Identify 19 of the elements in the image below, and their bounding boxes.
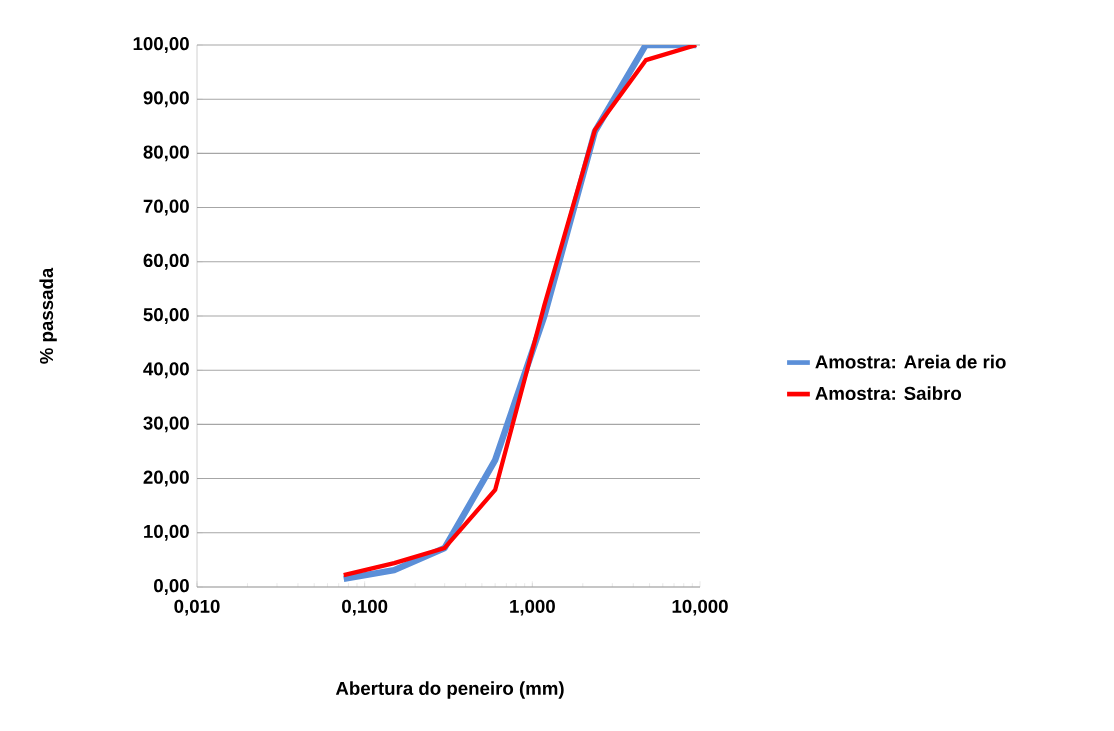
y-tick-label: 80,00	[143, 145, 189, 162]
y-tick-label: 40,00	[143, 362, 189, 379]
y-tick-label: 90,00	[143, 91, 189, 108]
y-tick-label: 10,00	[144, 524, 189, 541]
x-tick-label: 1,000	[510, 599, 555, 616]
y-tick-label: 50,00	[143, 308, 189, 324]
x-tick-label: 10,000	[672, 599, 728, 616]
y-tick-label: 60,00	[143, 253, 189, 270]
y-tick-label: 100,00	[133, 37, 189, 53]
x-tick-label: 0,010	[174, 599, 220, 616]
y-tick-label: 20,00	[143, 470, 189, 487]
y-tick-label: 30,00	[143, 416, 189, 433]
x-axis-title: Abertura do peneiro (mm)	[335, 681, 564, 699]
legend-label: Amostra: Saibro	[815, 386, 962, 401]
y-tick-label: 70,00	[143, 199, 189, 216]
legend-label: Amostra: Areia de rio	[815, 354, 1006, 369]
x-tick-label: 0,100	[342, 599, 388, 616]
y-tick-label: 0,00	[154, 579, 189, 595]
y-axis-title: % passada	[39, 267, 57, 364]
